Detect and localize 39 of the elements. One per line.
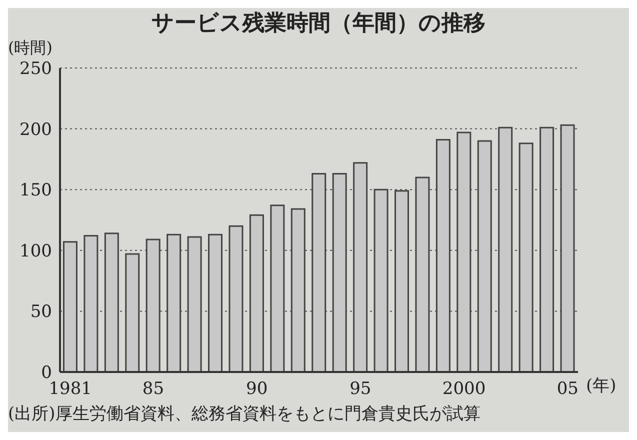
bar [125,253,140,372]
x-tick-label: 85 [142,379,164,399]
y-tick-label: 150 [20,180,52,201]
bar [477,140,492,372]
chart-title: サービス残業時間（年間）の推移 [150,10,486,38]
bar [228,225,244,372]
text: (出所)厚生労働省資料、総務省資料をもとに門倉貴史氏が試算 [8,403,480,425]
bar [187,236,202,372]
bar [498,126,513,372]
x-tick-label: 95 [350,379,372,399]
bar [456,132,472,372]
x-tick-label: 05 [556,379,578,399]
x-tick-label: 2000 [442,379,486,399]
bar [415,176,430,372]
bar [518,142,534,372]
bar [166,234,182,372]
bar [436,138,450,372]
bar [290,208,306,372]
bar [208,234,223,372]
bar [560,124,575,372]
bar [146,238,160,372]
bar [312,173,326,372]
bar [353,162,368,372]
y-tick-label: 200 [20,120,52,140]
x-tick-label: 90 [246,379,268,399]
bar [84,235,98,372]
bar [394,190,409,372]
y-tick-label: 100 [20,241,52,262]
y-axis-title: (時間) [8,38,52,59]
bar [249,214,264,372]
y-tick-label: 50 [30,302,52,322]
bar [104,232,119,372]
bar [270,204,285,372]
x-axis-title: (年) [586,375,616,397]
bar [62,241,78,372]
bar [332,173,347,372]
y-tick-label: 250 [20,59,52,80]
bar [374,188,388,372]
bar [540,126,554,372]
